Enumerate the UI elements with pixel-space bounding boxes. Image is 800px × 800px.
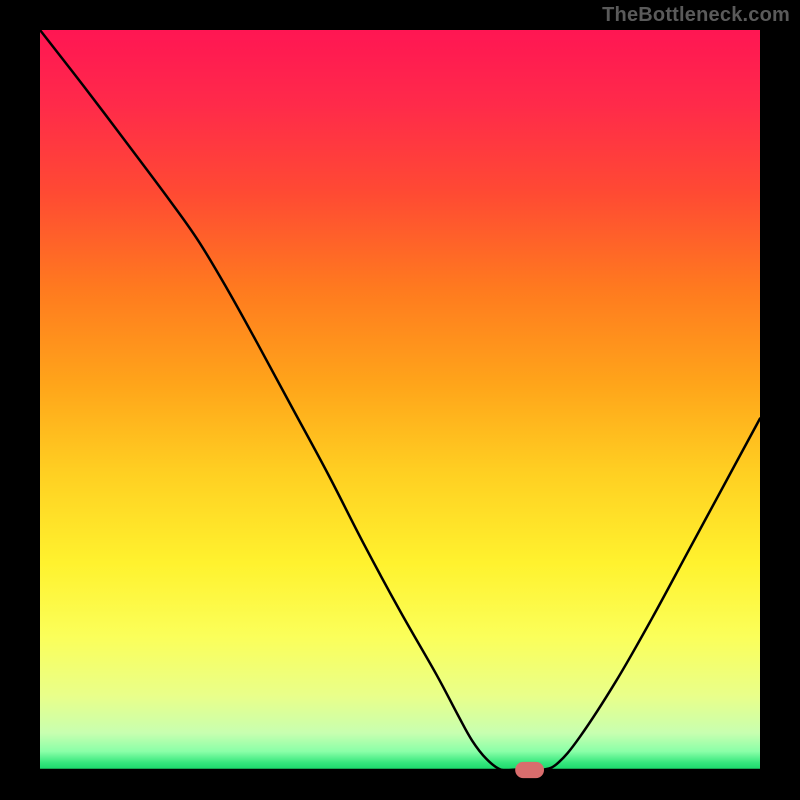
optimal-point-marker[interactable] — [515, 762, 544, 778]
watermark-text: TheBottleneck.com — [602, 4, 790, 27]
chart-gradient-area — [40, 30, 760, 770]
